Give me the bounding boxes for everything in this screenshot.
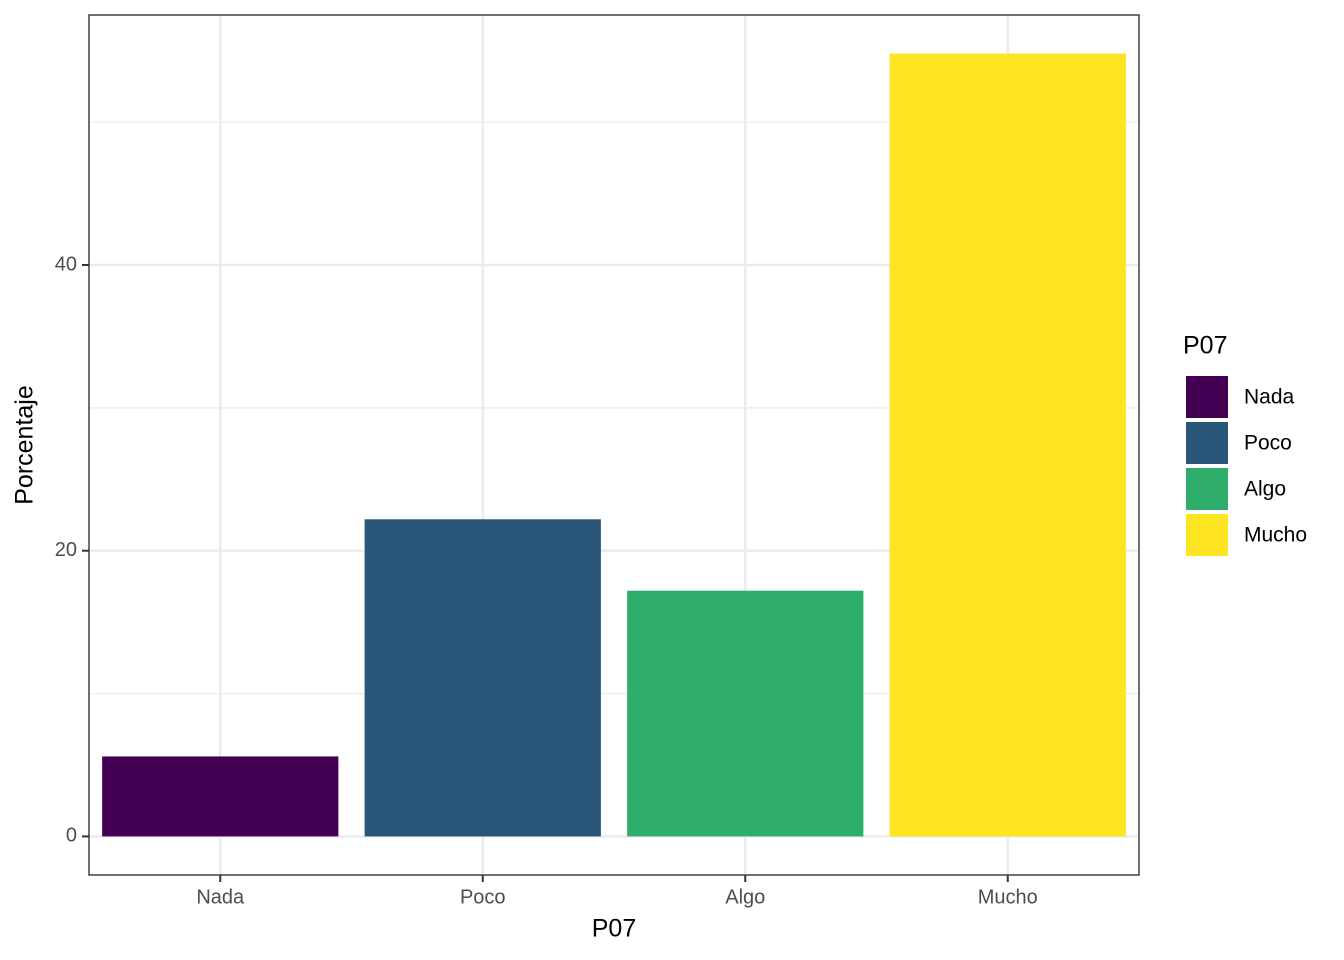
y-axis-label: Porcentaje (11, 385, 39, 505)
y-tick-label: 40 (55, 253, 77, 275)
legend-label: Nada (1244, 386, 1295, 409)
x-tick-label: Mucho (978, 886, 1038, 908)
bar (102, 756, 339, 837)
bar (364, 519, 601, 837)
legend-label: Algo (1244, 478, 1286, 501)
legend-key (1186, 376, 1228, 418)
bar (889, 53, 1126, 837)
y-tick-label: 20 (55, 539, 77, 561)
panel-border (88, 14, 1140, 876)
legend-key (1186, 514, 1228, 556)
y-tick-label: 0 (66, 825, 77, 847)
x-axis-label: P07 (592, 915, 636, 943)
bar (627, 590, 864, 837)
legend-key (1186, 468, 1228, 510)
x-tick-label: Nada (196, 886, 245, 908)
legend-label: Poco (1244, 432, 1292, 455)
x-tick-label: Algo (725, 886, 765, 908)
x-tick-label: Poco (460, 886, 506, 908)
legend-key (1186, 422, 1228, 464)
legend-label: Mucho (1244, 524, 1307, 547)
legend-title: P07 (1183, 332, 1227, 360)
